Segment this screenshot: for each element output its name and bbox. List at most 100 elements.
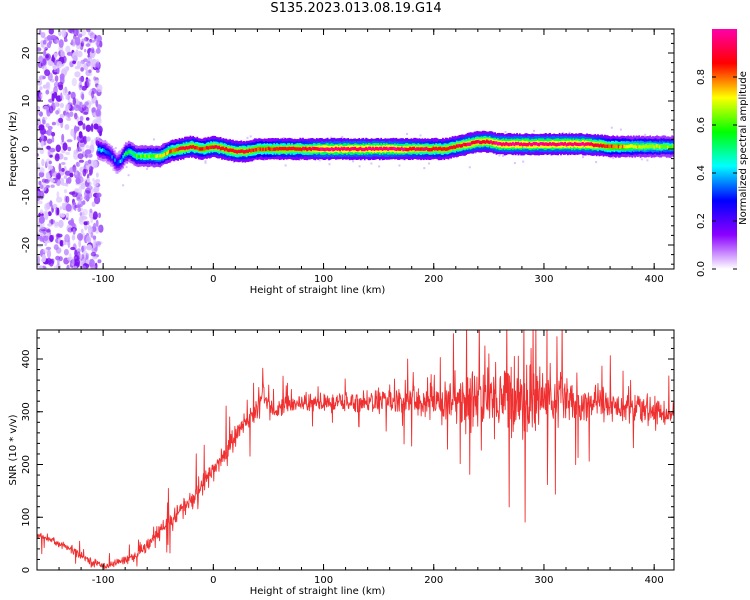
noise-blob [56,174,61,180]
noise-blob [95,109,101,117]
noise-blob [69,191,76,195]
ridge-cell [336,147,339,151]
ridge-cell [573,141,576,146]
noise-blob [55,196,63,203]
ridge-cell [170,149,173,153]
ridge-cell [255,147,258,152]
snr-panel: -100 0 100 200 300 400 0 100 200 300 400 Height o… [8,329,675,597]
speckle [568,131,571,134]
ridge-cell [521,143,524,147]
speckle [513,162,516,165]
noise-blob [96,39,100,48]
ridge-cell [538,142,540,147]
noise-blob [65,178,69,184]
speckle [398,164,401,167]
ridge-cell [148,154,151,159]
noise-blob [77,176,84,184]
noise-blob [75,104,80,109]
noise-blob [73,151,79,160]
ridge-cell [350,147,352,151]
ridge-cell [672,144,674,148]
ridge-cell [270,147,273,151]
ridge-cell [317,147,319,151]
ridge-cell [446,147,448,151]
speckle [122,184,125,187]
ridge-cell [343,146,346,151]
ridge-cell [444,147,447,151]
noise-blob [92,256,98,260]
noise-blob [95,99,99,108]
ridge-cell [647,144,650,149]
y-tick-label: 300 [21,402,32,421]
ridge-cell [472,140,475,145]
noise-blob [73,258,81,267]
noise-blob [58,256,63,262]
ridge-cell [437,146,440,151]
noise-blob [55,247,62,254]
ridge-cell [369,146,372,150]
colorbar-tick-label: 0.4 [696,165,707,181]
ridge-cell [120,158,123,162]
noise-blob [46,145,51,150]
speckle [419,134,422,137]
speckle [644,133,647,136]
noise-blob [45,158,52,167]
ridge-cell [352,147,355,151]
ridge-cell [547,142,550,147]
noise-blob [51,131,56,137]
ridge-cell [528,141,531,146]
noise-blob [60,50,65,58]
ridge-cell [550,142,553,147]
noise-blob [62,242,69,246]
speckle [330,136,333,139]
noise-blob [37,117,41,126]
ridge-cell [291,146,293,151]
speckle [522,160,525,163]
ridge-cell [613,144,616,149]
noise-blob [51,136,55,143]
ridge-cell [365,146,367,151]
noise-blob [65,212,69,218]
noise-blob [59,73,65,80]
noise-blob [81,265,87,269]
ridge-cell [333,147,336,151]
ridge-cell [319,147,322,151]
ridge-cell [405,147,407,152]
ridge-cell [145,154,148,158]
spectrogram-plot-area [37,29,674,269]
ridge-cell [267,146,270,151]
ridge-cell [108,152,111,156]
noise-blob [76,60,81,68]
ridge-cell [193,146,196,150]
ridge-cell [125,151,127,155]
spectrogram-y-axis-label: Frequency (Hz) [8,111,19,187]
ridge-cell [509,142,512,146]
noise-blob [95,219,99,227]
noise-blob [84,48,87,53]
ridge-cell [222,146,225,150]
noise-blob [86,29,91,33]
ridge-cell [565,143,568,147]
ridge-cell [152,154,155,158]
ridge-cell [599,143,602,147]
ridge-cell [289,146,292,151]
ridge-cell [265,147,267,152]
ridge-cell [303,147,306,151]
ridge-cell [646,145,649,149]
ridge-cell [186,146,189,150]
noise-blob [49,165,53,170]
noise-blob [64,124,70,130]
ridge-cell [477,139,480,144]
ridge-cell [192,144,195,149]
noise-blob [95,48,101,54]
speckle [406,133,408,135]
ridge-cell [487,140,490,144]
ridge-cell [551,142,554,146]
spectrogram-y-ticks: -20 -10 0 10 20 [21,33,674,265]
ridge-cell [163,152,166,157]
ridge-cell [560,142,562,146]
x-tick-label: -100 [92,274,115,285]
colorbar-gradient [712,29,737,269]
figure-title: S135.2023.013.08.19.G14 [270,1,442,16]
